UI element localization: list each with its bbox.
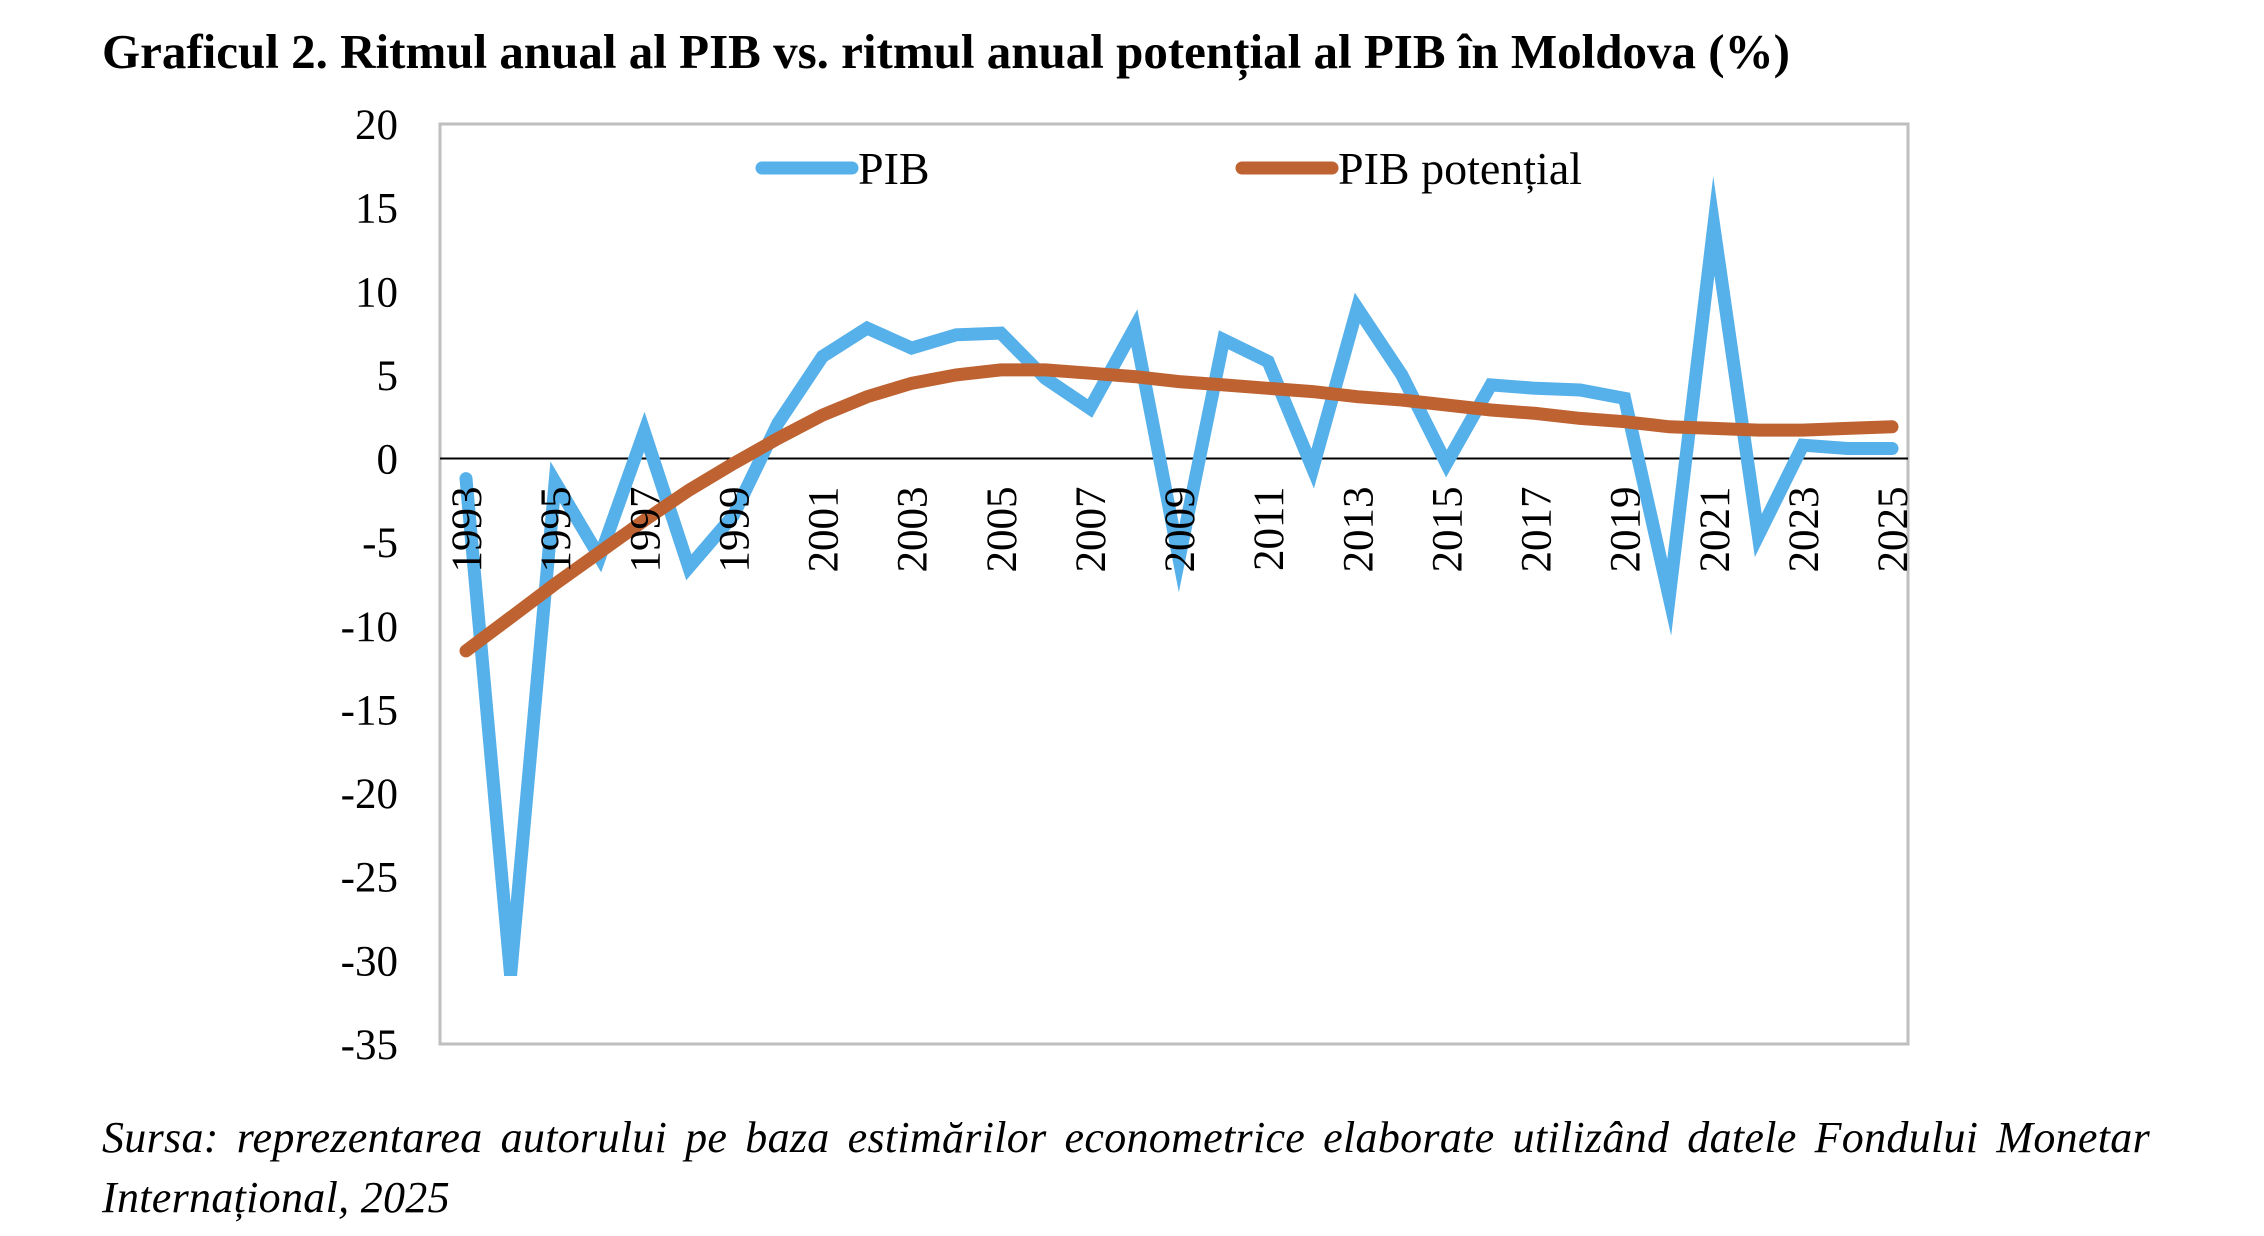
chart-title: Graficul 2. Ritmul anual al PIB vs. ritm… [102, 24, 1790, 79]
series-line-pib-potential [459, 363, 1899, 658]
x-tick-label: 2005 [979, 487, 1026, 573]
y-tick-label: 0 [377, 437, 399, 484]
x-tick-label: 2011 [1246, 487, 1293, 571]
legend-label: PIB [858, 143, 930, 194]
y-axis-tick-labels: 20 15 10 5 0 -5 -10 -15 -20 -25 -30 -35 [341, 102, 398, 1069]
y-tick-label: -20 [341, 771, 398, 818]
series-line-pib [459, 176, 1899, 976]
x-tick-label: 2001 [801, 487, 848, 573]
x-tick-label: 2015 [1424, 487, 1471, 573]
x-tick-label: 2003 [890, 487, 937, 573]
x-tick-label: 2019 [1603, 487, 1650, 573]
legend-item-pib-potential: PIB potențial [1235, 143, 1582, 194]
x-tick-label: 2025 [1870, 487, 1917, 573]
y-tick-label: -35 [341, 1022, 398, 1069]
y-tick-label: -5 [362, 520, 398, 567]
plot-area-border [438, 122, 1910, 1046]
y-tick-label: -30 [341, 938, 398, 985]
y-tick-label: -15 [341, 687, 398, 734]
x-tick-label: 2007 [1068, 487, 1115, 573]
y-tick-label: 20 [355, 102, 398, 149]
legend: PIB PIB potențial [755, 143, 1582, 194]
x-tick-label: 1995 [533, 487, 580, 573]
x-tick-label: 2021 [1692, 487, 1739, 573]
x-tick-label: 1999 [711, 487, 758, 573]
y-tick-label: -10 [341, 604, 398, 651]
y-tick-label: 5 [377, 353, 399, 400]
y-tick-label: 15 [355, 186, 398, 233]
y-tick-label: 10 [355, 269, 398, 316]
series-lines [459, 176, 1899, 976]
x-tick-label: 1997 [622, 487, 669, 573]
x-tick-label: 1993 [444, 487, 491, 573]
x-tick-label: 2013 [1335, 487, 1382, 573]
x-tick-label: 2009 [1157, 487, 1204, 573]
x-tick-label: 2017 [1514, 487, 1561, 573]
source-note: Sursa: reprezentarea autorului pe baza e… [102, 1113, 2150, 1222]
legend-item-pib: PIB [755, 143, 930, 194]
x-axis-tick-labels: 1993 1995 1997 1999 2001 2003 2005 2007 2009 2011… [444, 487, 1917, 573]
y-tick-label: -25 [341, 855, 398, 902]
x-tick-label: 2023 [1781, 487, 1828, 573]
legend-label: PIB potențial [1338, 143, 1582, 194]
